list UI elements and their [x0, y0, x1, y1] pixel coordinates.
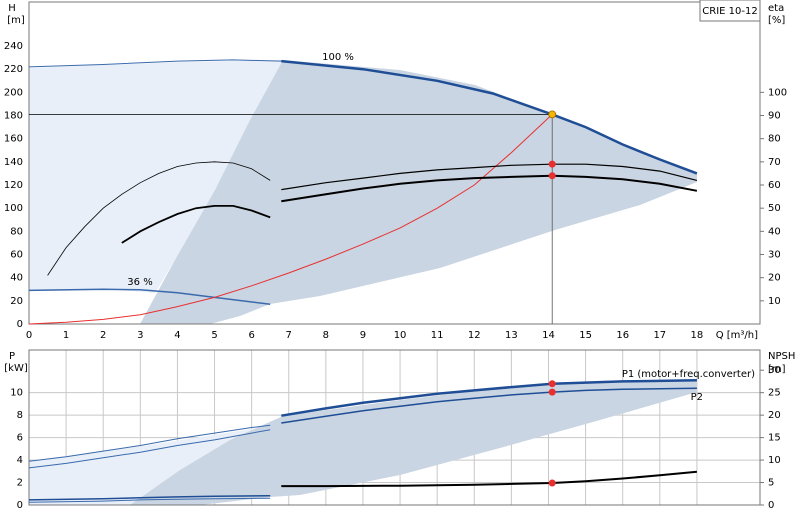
y-axis-unit: [m] — [7, 15, 25, 26]
annotation-box — [699, 0, 761, 22]
curve-label: 36 % — [127, 277, 152, 288]
x-tick-label: 17 — [653, 330, 666, 341]
annotation: CRIE 10-12 — [702, 6, 757, 17]
x-tick-label: 7 — [286, 330, 292, 341]
curve — [281, 470, 697, 488]
y-axis-label: H — [8, 3, 16, 14]
y-tick-label: 180 — [4, 111, 23, 122]
y2-tick-label: 40 — [768, 226, 781, 237]
light-region — [29, 60, 283, 293]
y2-axis-unit: [m] — [768, 364, 786, 375]
y-tick-label: 80 — [10, 226, 23, 237]
curve — [28, 59, 282, 68]
y-tick-label: 10 — [10, 388, 23, 399]
x-tick-label: 14 — [542, 330, 555, 341]
y-tick-label: 140 — [4, 157, 23, 168]
y-tick-label: 8 — [17, 410, 23, 421]
curve — [28, 424, 271, 462]
y2-tick-label: 0 — [768, 500, 774, 511]
y-tick-label: 60 — [10, 250, 23, 261]
y-tick-label: 2 — [17, 478, 23, 489]
y2-tick-label: 30 — [768, 250, 781, 261]
operating-region — [140, 60, 697, 324]
y2-tick-label: 30 — [768, 365, 781, 376]
y2-tick-label: 90 — [768, 111, 781, 122]
y2-axis-label: NPSH — [768, 351, 795, 362]
curve — [281, 174, 698, 203]
y-tick-label: 40 — [10, 273, 23, 284]
y2-tick-label: 70 — [768, 157, 781, 168]
point-marker — [548, 388, 556, 396]
plot-frame — [28, 1, 761, 325]
x-tick-label: 2 — [100, 330, 106, 341]
plot-frame — [28, 349, 761, 506]
power-region — [130, 381, 697, 505]
x-tick-label: 18 — [691, 330, 704, 341]
y-tick-label: 6 — [17, 433, 23, 444]
curve — [121, 205, 271, 244]
y-tick-label: 100 — [4, 203, 23, 214]
curve — [28, 497, 271, 503]
point-marker — [548, 160, 556, 168]
y2-tick-label: 15 — [768, 433, 781, 444]
point-marker — [548, 172, 556, 180]
curve — [281, 163, 698, 191]
x-tick-label: 1 — [63, 330, 69, 341]
curve — [28, 495, 271, 501]
y-tick-label: 20 — [10, 296, 23, 307]
x-tick-label: 12 — [468, 330, 481, 341]
y-axis-label: P — [9, 351, 15, 362]
x-tick-label: 16 — [616, 330, 629, 341]
curve-label: P1 (motor+freq.converter) — [622, 369, 755, 380]
point-marker — [548, 380, 556, 388]
curve-label: P2 — [691, 392, 703, 403]
curve — [281, 387, 697, 424]
y-axis-unit: [kW] — [4, 363, 28, 374]
y-tick-label: 160 — [4, 134, 23, 145]
point-marker — [548, 479, 556, 487]
x-tick-label: 9 — [360, 330, 366, 341]
y-tick-label: 240 — [4, 41, 23, 52]
y2-tick-label: 5 — [768, 478, 774, 489]
y2-tick-label: 25 — [768, 388, 781, 399]
y2-axis-label: eta — [768, 3, 784, 14]
curve — [28, 114, 553, 325]
y-tick-label: 0 — [17, 500, 23, 511]
y2-tick-label: 10 — [768, 296, 781, 307]
x-tick-label: 4 — [174, 330, 180, 341]
x-tick-label: 5 — [211, 330, 217, 341]
y2-tick-label: 100 — [768, 87, 787, 98]
curve — [28, 288, 271, 306]
y2-tick-label: 10 — [768, 455, 781, 466]
y2-tick-label: 60 — [768, 180, 781, 191]
y-tick-label: 0 — [17, 319, 23, 330]
y2-tick-label: 50 — [768, 203, 781, 214]
y-tick-label: 200 — [4, 87, 23, 98]
y2-tick-label: 80 — [768, 134, 781, 145]
point-marker — [548, 110, 557, 119]
y2-tick-label: 20 — [768, 410, 781, 421]
y2-tick-label: 20 — [768, 273, 781, 284]
x-tick-label: 8 — [323, 330, 329, 341]
x-tick-label: 6 — [248, 330, 254, 341]
y-tick-label: 4 — [17, 455, 23, 466]
curve — [47, 161, 271, 276]
light-region — [29, 416, 283, 505]
x-tick-label: 3 — [137, 330, 143, 341]
x-tick-label: 10 — [394, 330, 407, 341]
y2-axis-unit: [%] — [768, 15, 785, 26]
curve — [28, 429, 271, 469]
x-axis-label: Q [m³/h] — [716, 330, 758, 341]
x-tick-label: 13 — [505, 330, 518, 341]
x-tick-label: 15 — [579, 330, 592, 341]
x-tick-label: 0 — [26, 330, 32, 341]
curve — [281, 379, 697, 417]
y-tick-label: 120 — [4, 180, 23, 191]
x-tick-label: 11 — [431, 330, 444, 341]
curve-label: 100 % — [322, 52, 354, 63]
y-tick-label: 220 — [4, 64, 23, 75]
